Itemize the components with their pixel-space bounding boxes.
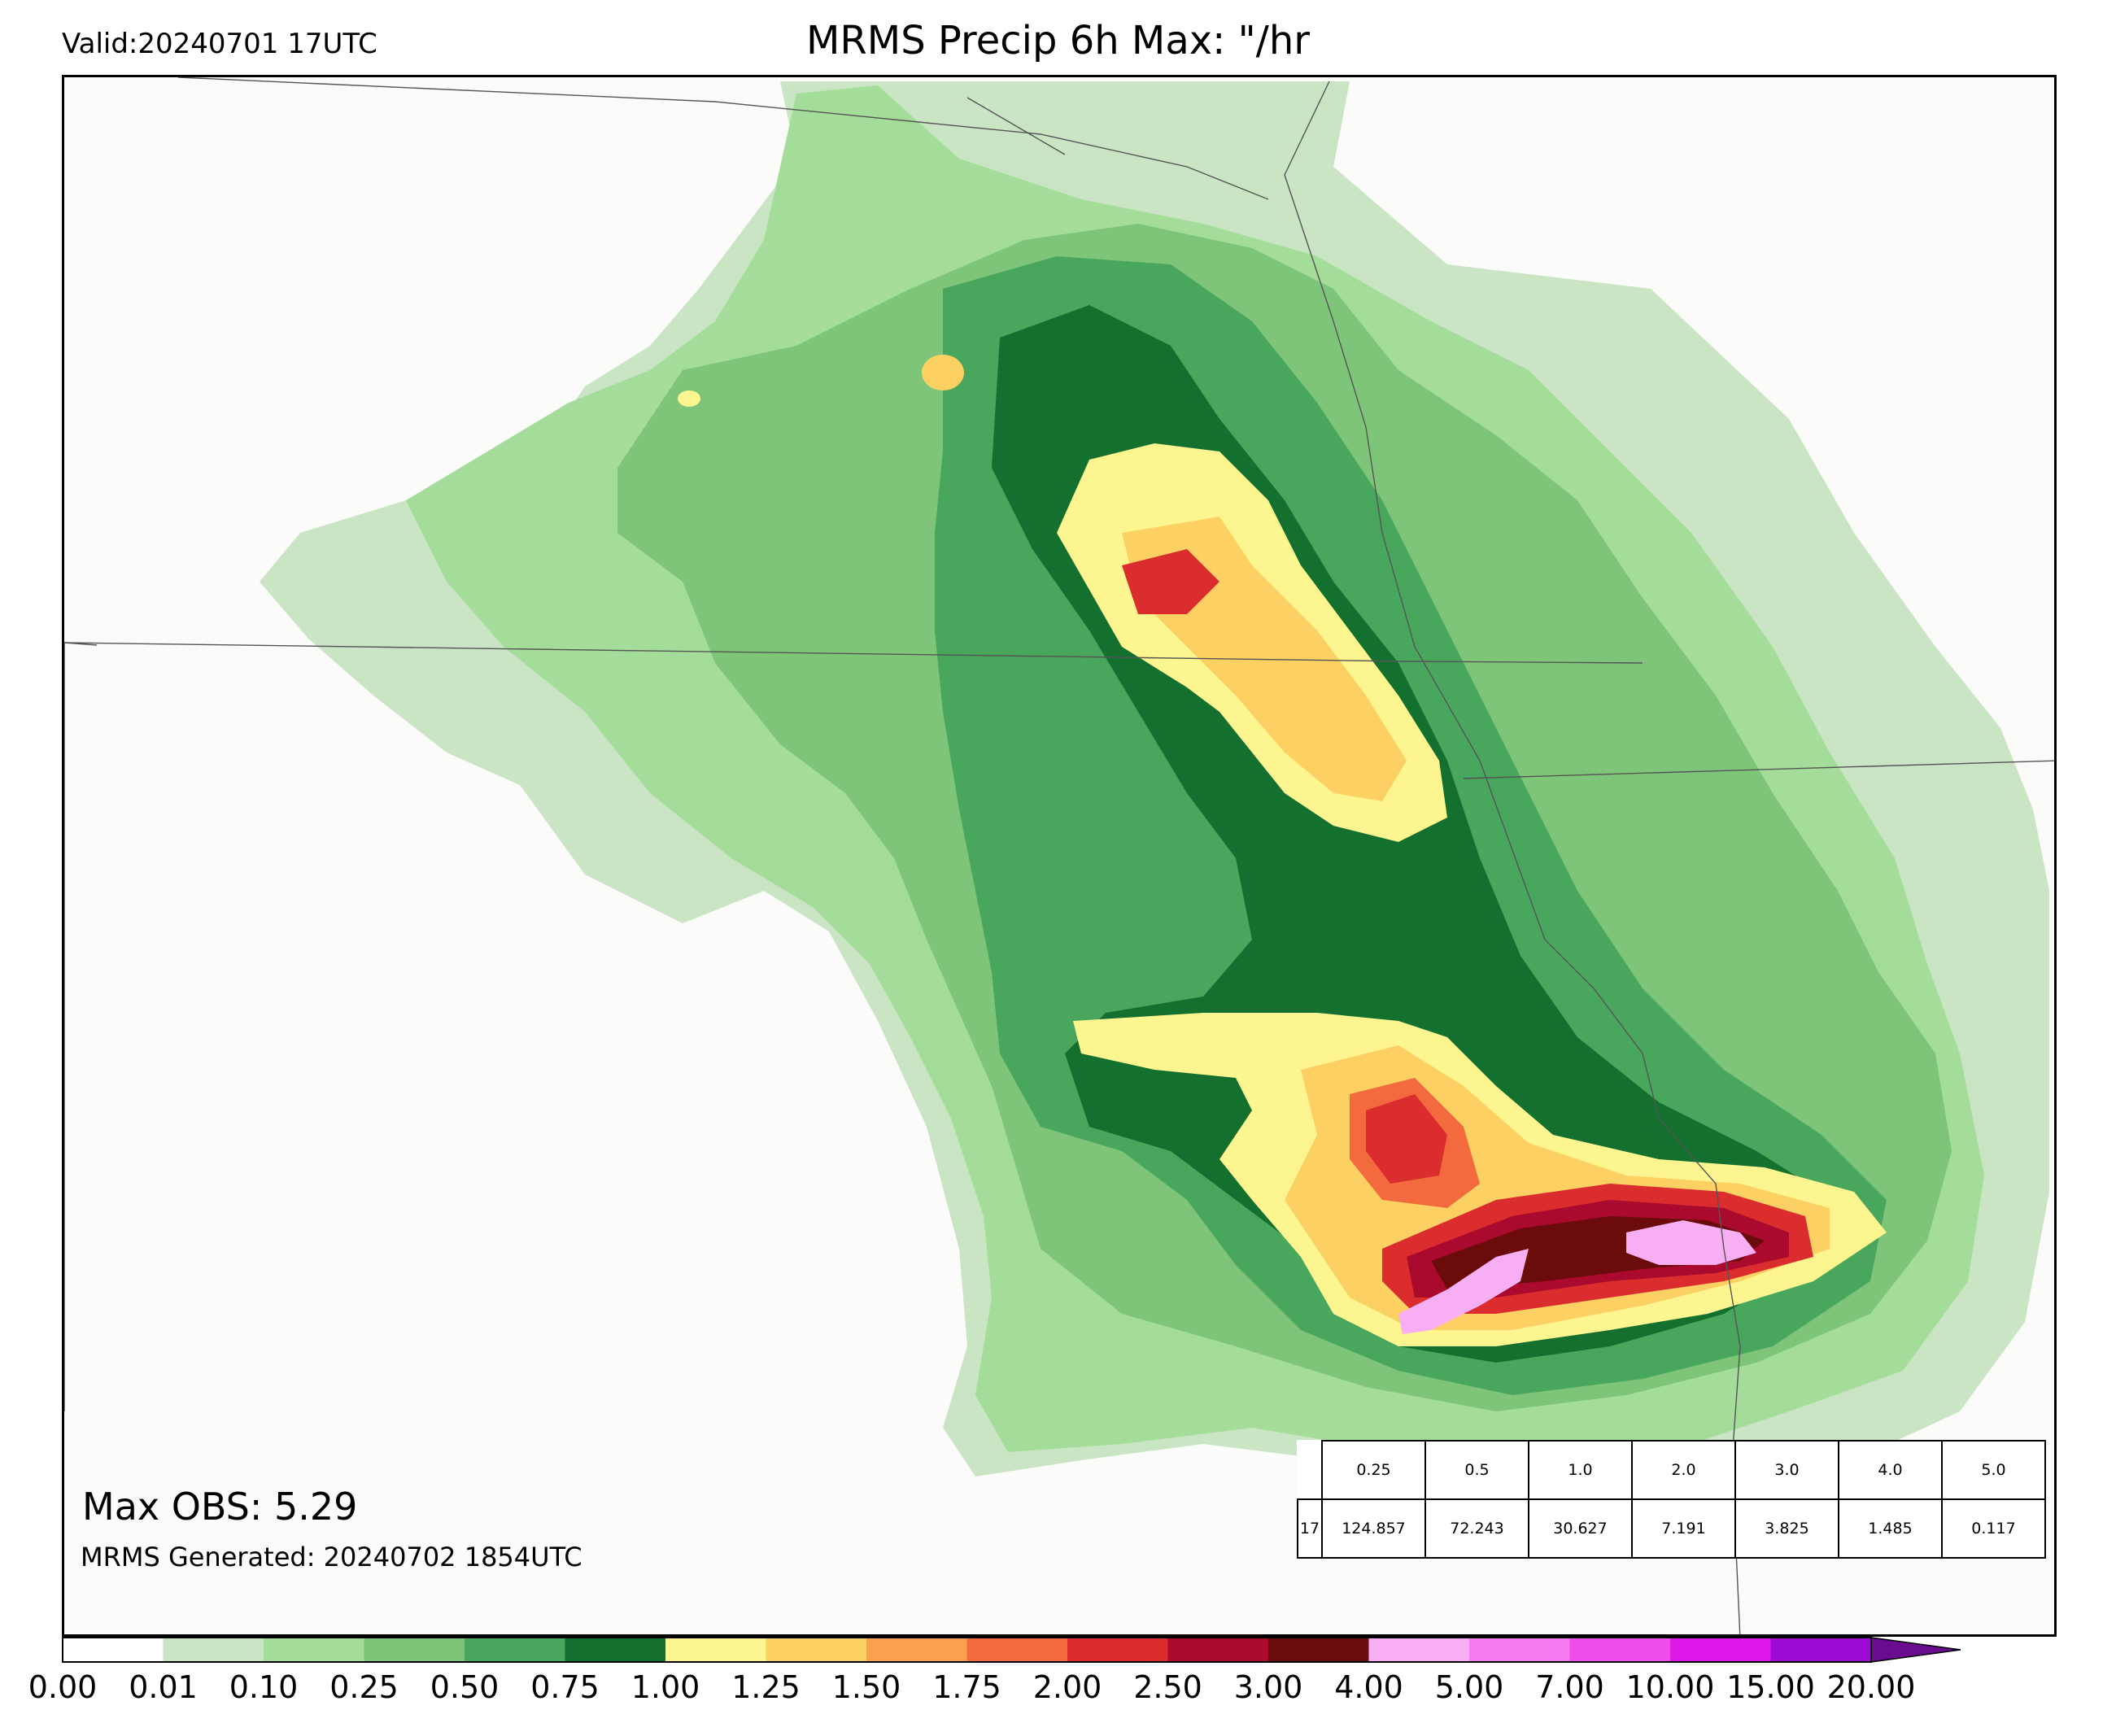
colorbar-tick-label: 20.00 <box>1826 1669 1916 1705</box>
colorbar-segment <box>1770 1638 1871 1662</box>
colorbar-segment <box>364 1638 465 1662</box>
colorbar-tick-label: 1.00 <box>630 1669 700 1705</box>
threshold-cell: 5.0 <box>1941 1440 2046 1500</box>
table-corner <box>1298 1441 1322 1500</box>
precip-4.00-east-region <box>1626 1220 1756 1265</box>
colorbar-tick-label: 0.50 <box>430 1669 500 1705</box>
threshold-cell: 1.0 <box>1528 1440 1633 1500</box>
colorbar-segment <box>1268 1638 1369 1662</box>
value-cell: 124.857 <box>1321 1498 1426 1559</box>
colorbar-segment <box>1569 1638 1670 1662</box>
colorbar-tick-label: 0.25 <box>329 1669 399 1705</box>
precip-2.00-south-region <box>1366 1094 1447 1184</box>
threshold-stats-table: 0.25 0.5 1.0 2.0 3.0 4.0 5.0 17 124.857 … <box>1297 1440 2046 1559</box>
colorbar-segment <box>465 1638 565 1662</box>
map-title: MRMS Precip 6h Max: "/hr <box>806 18 1310 63</box>
colorbar-tick-label: 5.00 <box>1434 1669 1504 1705</box>
colorbar-segment <box>665 1638 766 1662</box>
max-obs-label: Max OBS: 5.29 <box>82 1485 358 1529</box>
colorbar-tick-label: 1.25 <box>731 1669 801 1705</box>
colorbar-tick-label: 2.50 <box>1133 1669 1202 1705</box>
colorbar-tick-label: 10.00 <box>1625 1669 1715 1705</box>
precip-blob-1 <box>922 355 964 390</box>
threshold-cell: 0.25 <box>1321 1440 1426 1500</box>
value-cell: 3.825 <box>1734 1498 1839 1559</box>
colorbar-segment <box>1067 1638 1168 1662</box>
threshold-cell: 0.5 <box>1424 1440 1529 1500</box>
value-cell: 0.117 <box>1941 1498 2046 1559</box>
colorbar-segment <box>966 1638 1067 1662</box>
colorbar-tick-label: 0.01 <box>129 1669 198 1705</box>
colorbar-tick-label: 15.00 <box>1726 1669 1815 1705</box>
precip-4.00-west-region <box>1398 1249 1529 1334</box>
value-cell: 72.243 <box>1424 1498 1529 1559</box>
colorbar-tick-label: 7.00 <box>1535 1669 1604 1705</box>
colorbar-segment <box>1670 1638 1771 1662</box>
value-cell: 30.627 <box>1528 1498 1633 1559</box>
colorbar-segment <box>264 1638 364 1662</box>
threshold-cell: 2.0 <box>1631 1440 1736 1500</box>
colorbar-segment <box>63 1638 164 1662</box>
colorbar-segment <box>1368 1638 1469 1662</box>
colorbar-tick-label: 1.50 <box>831 1669 901 1705</box>
precip-blob-2 <box>678 390 700 407</box>
value-cell: 1.485 <box>1838 1498 1943 1559</box>
colorbar-segment <box>766 1638 866 1662</box>
colorbar-segment <box>866 1638 967 1662</box>
colorbar-tick-label: 2.00 <box>1032 1669 1102 1705</box>
precipitation-map: Max OBS: 5.29 MRMS Generated: 20240702 1… <box>62 75 2057 1637</box>
generated-label: MRMS Generated: 20240702 1854UTC <box>81 1542 582 1572</box>
colorbar <box>62 1637 1961 1663</box>
colorbar-tick-label: 0.10 <box>229 1669 299 1705</box>
precip-field <box>64 77 2054 1634</box>
row-label: 17 <box>1297 1498 1323 1559</box>
colorbar-tick-label: 4.00 <box>1334 1669 1403 1705</box>
colorbar-segment <box>1469 1638 1570 1662</box>
colorbar-tick-label: 0.75 <box>530 1669 600 1705</box>
threshold-cell: 3.0 <box>1734 1440 1839 1500</box>
threshold-row: 0.25 0.5 1.0 2.0 3.0 4.0 5.0 <box>1298 1440 2046 1500</box>
colorbar-tick-label: 1.75 <box>932 1669 1001 1705</box>
precip-2.00-region <box>1122 549 1219 614</box>
state-boundaries <box>64 77 2054 1634</box>
colorbar-tick-label: 0.00 <box>28 1669 98 1705</box>
value-cell: 7.191 <box>1631 1498 1736 1559</box>
valid-time-label: Valid:20240701 17UTC <box>62 28 377 60</box>
colorbar-outline <box>62 1637 1872 1663</box>
colorbar-tick-label: 3.00 <box>1233 1669 1303 1705</box>
colorbar-extend-arrow <box>1870 1637 1961 1663</box>
colorbar-segment <box>565 1638 665 1662</box>
colorbar-segment <box>1167 1638 1268 1662</box>
values-row: 17 124.857 72.243 30.627 7.191 3.825 1.4… <box>1297 1498 2046 1559</box>
colorbar-segment <box>163 1638 264 1662</box>
threshold-cell: 4.0 <box>1838 1440 1943 1500</box>
